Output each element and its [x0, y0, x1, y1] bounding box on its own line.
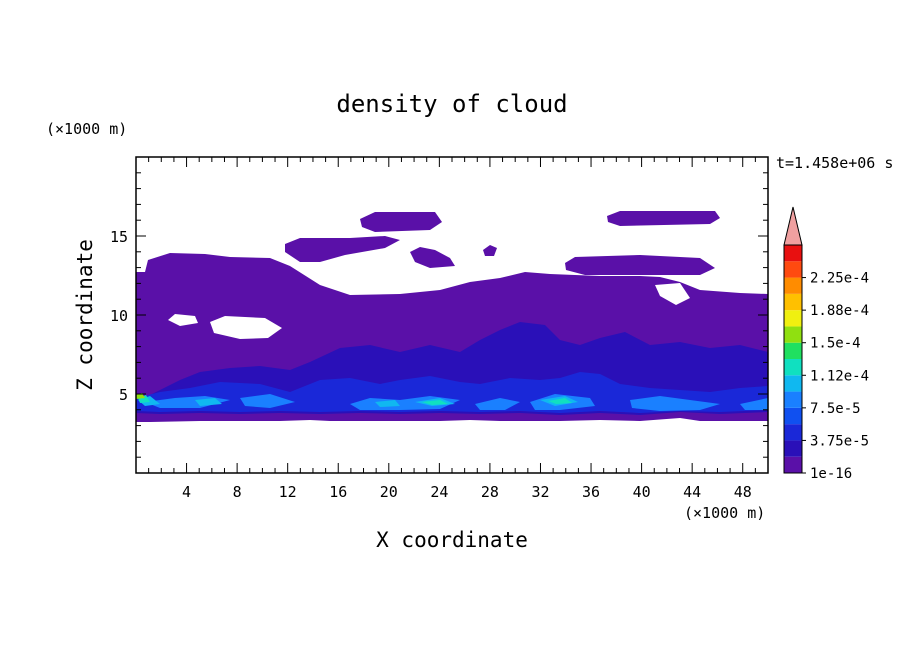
x-tick-label: 28 [481, 483, 499, 501]
colorbar [783, 206, 803, 474]
chart-title: density of cloud [336, 90, 567, 118]
colorbar-label: 1.5e-4 [810, 336, 861, 352]
x-tick-label: 48 [734, 483, 752, 501]
y-tick-label: 5 [119, 386, 128, 404]
colorbar-swatch [784, 440, 802, 457]
cloud-hole-3 [655, 283, 690, 305]
y-tick-label: 15 [110, 228, 128, 246]
y-axis-label: Z coordinate [73, 239, 97, 391]
x-tick-label: 40 [633, 483, 651, 501]
y-tick-label: 10 [110, 307, 128, 325]
contour-upper-blob-3 [410, 247, 455, 268]
colorbar-swatch [784, 391, 802, 408]
x-tick-label: 12 [279, 483, 297, 501]
x-axis-ticks: 4 8 12 16 20 24 28 32 36 40 44 48 [148, 157, 756, 501]
colorbar-label: 3.75e-5 [810, 433, 869, 449]
contour-level-6 [138, 395, 572, 405]
x-tick-label: 4 [182, 483, 191, 501]
colorbar-label: 1.88e-4 [810, 303, 869, 319]
x-tick-label: 36 [582, 483, 600, 501]
colorbar-label: 2.25e-4 [810, 271, 869, 287]
colorbar-swatch [784, 326, 802, 343]
colorbar-swatch [784, 375, 802, 392]
x-axis-label: X coordinate [376, 528, 528, 552]
y-unit-label: (×1000 m) [46, 120, 127, 138]
colorbar-frame [783, 244, 803, 474]
cloud-hole-1 [168, 314, 198, 326]
x-tick-label: 8 [233, 483, 242, 501]
colorbar-label: 7.5e-5 [810, 401, 861, 417]
x-tick-label: 24 [430, 483, 448, 501]
colorbar-over-triangle [783, 206, 803, 246]
y-axis-ticks: 5 10 15 [110, 172, 768, 458]
cloud-hole-2 [210, 316, 282, 339]
x-tick-label: 44 [683, 483, 701, 501]
x-tick-label: 32 [531, 483, 549, 501]
colorbar-swatch [784, 407, 802, 425]
colorbar-swatch [784, 245, 802, 262]
colorbar-swatch [784, 456, 802, 473]
x-tick-label: 20 [380, 483, 398, 501]
colorbar-swatch [784, 342, 802, 359]
colorbar-label: 1.12e-4 [810, 368, 869, 384]
colorbar-labels: 1e-16 3.75e-5 7.5e-5 1.12e-4 1.5e-4 1.88e-4 2.… [802, 271, 869, 482]
time-label: t=1.458e+06 s [776, 154, 893, 172]
colorbar-swatch [784, 261, 802, 278]
colorbar-swatch [784, 310, 802, 327]
plot-area [136, 211, 768, 422]
contour-level-2 [136, 372, 768, 413]
colorbar-swatch [784, 293, 802, 311]
contour-upper-blob-1 [360, 212, 442, 232]
contour-upper-blob-2 [285, 236, 400, 262]
contour-upper-blob-6 [565, 255, 715, 275]
colorbar-label: 1e-16 [810, 466, 852, 482]
colorbar-swatch [784, 277, 802, 294]
colorbar-swatch [784, 424, 802, 441]
contour-upper-blob-4 [483, 245, 497, 256]
contour-upper-blob-5 [607, 211, 720, 226]
colorbar-swatch [784, 359, 802, 376]
x-tick-label: 16 [329, 483, 347, 501]
x-unit-label: (×1000 m) [684, 504, 765, 522]
